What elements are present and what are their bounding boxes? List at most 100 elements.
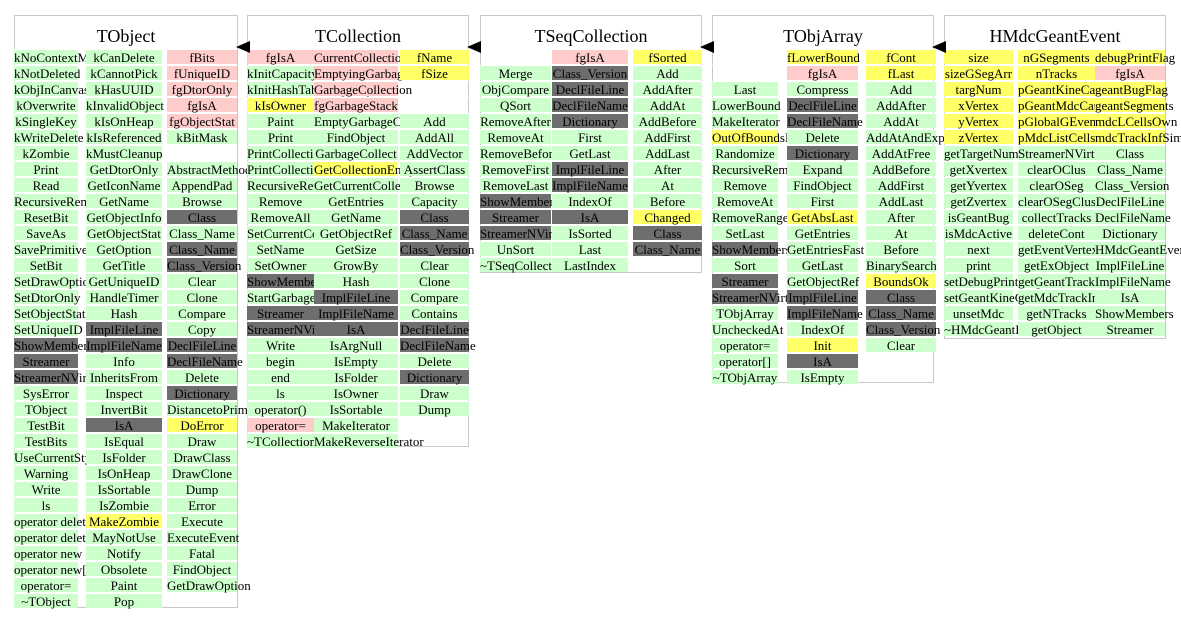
member-entry: TestBits	[14, 433, 78, 449]
member-entry: kCanDelete	[86, 49, 162, 65]
member-entry: Delete	[400, 353, 469, 369]
member-entry: SavePrimitive	[14, 241, 88, 257]
member-entry: RemoveLast	[480, 177, 551, 193]
member-entry: First	[787, 193, 858, 209]
member-entry: IsEmpty	[787, 369, 858, 385]
member-entry: DeclFileLine	[787, 97, 858, 113]
member-entry: After	[633, 161, 702, 177]
member-entry: GetAbsLast	[787, 209, 858, 225]
inheritance-arrow-icon	[236, 41, 250, 53]
member-entry: DeclFileName	[552, 97, 628, 113]
member-entry: fSize	[400, 65, 469, 81]
member-entry: fSorted	[633, 49, 702, 65]
member-entry: StreamerNVirtual	[480, 225, 573, 241]
member-entry: AddFirst	[633, 129, 702, 145]
member-entry: TObject	[14, 401, 78, 417]
member-entry: Read	[14, 177, 78, 193]
member-entry: fgGarbageStack	[314, 97, 398, 113]
member-entry: CurrentCollection	[314, 49, 408, 65]
empty-slot	[712, 49, 778, 64]
member-entry: Merge	[480, 65, 551, 81]
member-entry: operator new	[14, 545, 83, 561]
member-entry: Class	[400, 209, 469, 225]
member-entry: DrawClass	[167, 449, 237, 465]
member-entry: IsA	[787, 353, 858, 369]
inheritance-arrow-icon	[932, 41, 946, 53]
member-entry: ImplFileLine	[787, 289, 858, 305]
member-entry: Error	[167, 497, 237, 513]
member-entry: Class_Name	[167, 241, 237, 257]
member-entry: ls	[247, 385, 314, 401]
member-entry: getXvertex	[944, 161, 1013, 177]
member-entry: Print	[247, 129, 314, 145]
member-entry: GarbageCollect	[314, 145, 398, 161]
member-entry: SetLast	[712, 225, 778, 241]
member-entry: Delete	[167, 369, 237, 385]
member-entry: getZvertex	[944, 193, 1013, 209]
member-entry: TestBit	[14, 417, 78, 433]
member-entry: ImplFileName	[787, 305, 863, 321]
member-entry: RemoveAt	[480, 129, 551, 145]
member-entry: IsSortable	[86, 481, 162, 497]
member-entry: ImplFileLine	[314, 289, 398, 305]
member-entry: Streamer	[480, 209, 551, 225]
member-entry: PrintCollectionHeader	[247, 161, 364, 177]
member-entry: InheritsFrom	[86, 369, 162, 385]
member-entry: GetObjectInfo	[86, 209, 162, 225]
member-entry: AddLast	[633, 145, 702, 161]
member-entry: GetCurrentCollection	[314, 177, 427, 193]
member-entry: AppendPad	[167, 177, 237, 193]
member-entry: DoError	[167, 417, 237, 433]
member-entry: EmptyingGarbage	[314, 65, 410, 81]
member-entry: AssertClass	[400, 161, 469, 177]
member-entry: operator[]	[712, 353, 778, 369]
member-entry: AddAll	[400, 129, 469, 145]
member-entry: kNotDeleted	[14, 65, 81, 81]
member-entry: begin	[247, 353, 314, 369]
member-entry: fgDtorOnly	[167, 81, 237, 97]
member-entry: Class_Version	[866, 321, 941, 337]
member-entry: ImplFileLine	[86, 321, 162, 337]
member-entry: Clear	[167, 273, 237, 289]
member-entry: GetObjectStat	[86, 225, 162, 241]
member-entry: SetObjectStat	[14, 305, 86, 321]
member-entry: ~TSeqCollection	[480, 257, 569, 273]
member-entry: Last	[552, 241, 628, 257]
member-entry: FindObject	[167, 561, 237, 577]
empty-slot	[400, 81, 469, 96]
member-entry: IndexOf	[787, 321, 858, 337]
member-entry: kIsReferenced	[86, 129, 162, 145]
member-entry: QSort	[480, 97, 551, 113]
member-entry: AddAtFree	[866, 145, 936, 161]
member-entry: RemoveRange	[712, 209, 789, 225]
member-entry: GetUniqueID	[86, 273, 162, 289]
member-entry: getMdcTrackInfSim	[1018, 289, 1124, 305]
member-entry: unsetMdc	[944, 305, 1013, 321]
member-entry: fgIsA	[1095, 65, 1165, 81]
member-entry: getExObject	[1018, 257, 1095, 273]
member-entry: ~TObject	[14, 593, 78, 609]
member-entry: Inspect	[86, 385, 162, 401]
member-entry: Before	[633, 193, 702, 209]
member-entry: kNoContextMenu	[14, 49, 108, 65]
member-entry: MakeReverseIterator	[314, 433, 424, 449]
member-entry: MakeIterator	[314, 417, 398, 433]
member-entry: Pop	[86, 593, 162, 609]
member-entry: GetObjectRef	[314, 225, 398, 241]
member-entry: AddAfter	[866, 97, 936, 113]
member-entry: HMdcGeantEvent	[1095, 241, 1181, 257]
member-entry: kHasUUID	[86, 81, 162, 97]
member-entry: Streamer	[14, 353, 78, 369]
member-entry: IsOwner	[314, 385, 398, 401]
member-entry: yVertex	[944, 113, 1013, 129]
member-entry: IsZombie	[86, 497, 162, 513]
member-entry: targNum	[944, 81, 1013, 97]
member-entry: Class	[1095, 145, 1165, 161]
member-entry: fBits	[167, 49, 237, 65]
member-entry: zVertex	[944, 129, 1013, 145]
member-entry: IsSortable	[314, 401, 398, 417]
member-entry: ShowMembers	[247, 273, 326, 289]
member-entry: operator=	[14, 577, 78, 593]
member-entry: DeclFileLine	[167, 337, 237, 353]
member-entry: Obsolete	[86, 561, 162, 577]
